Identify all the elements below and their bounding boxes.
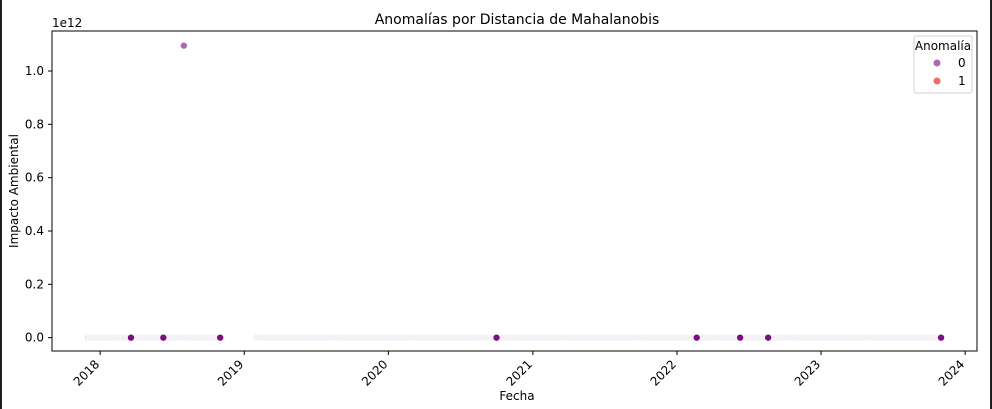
x-tick-label: 2024 (936, 357, 967, 388)
legend-label-1: 1 (958, 74, 966, 88)
legend-marker-1 (933, 77, 941, 85)
x-tick-label: 2022 (648, 357, 679, 388)
x-axis-ticks: 2018 2019 2020 2021 2022 2023 2024 (71, 351, 967, 389)
highlighted-point (492, 333, 501, 342)
y-tick-label: 0.8 (25, 117, 44, 131)
highlighted-point (764, 333, 772, 342)
legend-label-0: 0 (958, 56, 966, 70)
x-tick-label: 2021 (503, 357, 534, 388)
y-tick-label: 0.0 (25, 331, 44, 345)
highlighted-point (159, 333, 168, 342)
highlighted-point (937, 333, 945, 342)
chart-title: Anomalías por Distancia de Mahalanobis (375, 12, 660, 28)
y-axis-label: Impacto Ambiental (7, 134, 21, 248)
x-tick-label: 2023 (792, 357, 823, 388)
plot-area-frame (51, 30, 978, 352)
legend-box (913, 35, 973, 94)
x-tick-label: 2018 (71, 357, 102, 388)
legend-marker-0 (933, 59, 941, 67)
outlier-point (180, 41, 188, 50)
x-tick-label: 2019 (215, 357, 246, 388)
y-tick-label: 0.2 (25, 277, 44, 291)
x-tick-label: 2020 (359, 357, 390, 388)
highlighted-point (127, 333, 135, 342)
highlighted-point (216, 333, 224, 342)
y-tick-label: 0.6 (25, 171, 44, 185)
y-axis-ticks: 0.0 0.2 0.4 0.6 0.8 1.0 (25, 64, 52, 345)
y-tick-label: 1.0 (25, 64, 44, 78)
window-border-left (0, 0, 2, 409)
legend: Anomalía 0 1 (913, 35, 973, 94)
highlighted-point (736, 333, 744, 342)
highlighted-point (692, 333, 701, 342)
window-border-right (990, 0, 992, 409)
legend-title: Anomalía (915, 39, 971, 53)
scatter-points (84, 41, 945, 342)
y-tick-label: 0.4 (25, 224, 44, 238)
y-offset-text: 1e12 (52, 16, 82, 30)
x-axis-label: Fecha (499, 389, 534, 403)
